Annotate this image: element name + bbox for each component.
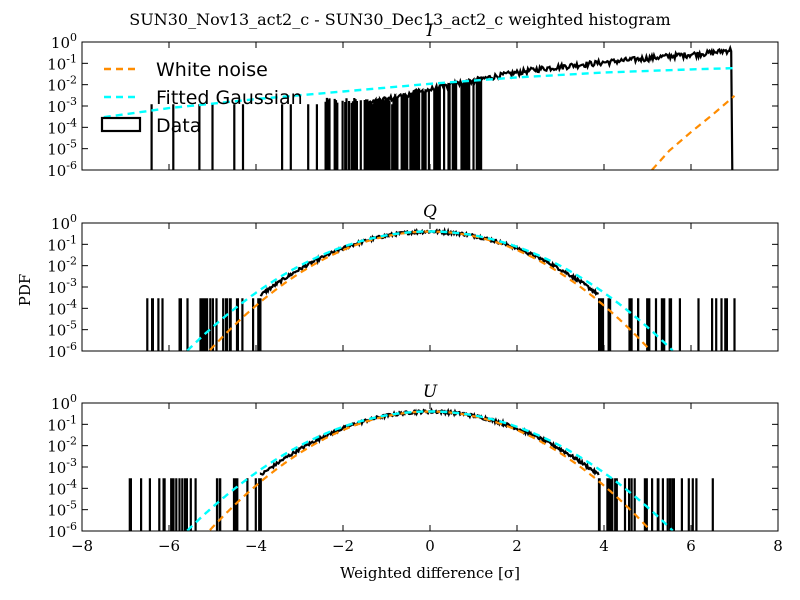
legend-label: Fitted Gaussian (156, 87, 303, 109)
legend-label: Data (156, 115, 201, 137)
y-tick-label: 10-3 (47, 456, 77, 477)
panel-u: U−8 −6 −4 −2 0 2 4 6 810010-110-210-310-410-510-… (47, 382, 783, 555)
y-tick-label: 10-6 (47, 340, 77, 361)
series-fitted-gaussian (186, 410, 674, 531)
x-tick-label: −8 (71, 537, 93, 555)
y-tick-label: 10-3 (47, 276, 77, 297)
series-fitted-gaussian (103, 66, 735, 119)
series-data (150, 44, 734, 170)
series-white-noise (209, 230, 651, 351)
series-data (128, 407, 714, 531)
y-tick-label: 100 (51, 392, 77, 413)
y-tick-label: 10-6 (47, 520, 77, 541)
y-tick-label: 10-6 (47, 159, 77, 180)
x-ticks: −8 −6 −4 −2 0 2 4 6 8 (71, 403, 783, 555)
y-tick-label: 10-4 (47, 116, 77, 137)
plot-area (146, 226, 736, 351)
y-tick-label: 10-5 (47, 138, 77, 159)
x-tick-label: −4 (245, 537, 267, 555)
x-tick-label: 4 (599, 537, 609, 555)
y-tick-label: 100 (51, 212, 77, 233)
y-tick-label: 10-4 (47, 297, 77, 318)
y-tick-label: 10-1 (47, 413, 77, 434)
panel-title: U (423, 382, 438, 402)
plot-area (103, 44, 736, 170)
y-tick-label: 10-2 (47, 255, 77, 276)
series-white-noise (209, 410, 651, 531)
panel-title: Q (423, 202, 437, 222)
y-tick-label: 10-2 (47, 74, 77, 95)
y-tick-label: 10-1 (47, 233, 77, 254)
panel-title: I (426, 21, 434, 41)
y-tick-label: 10-5 (47, 319, 77, 340)
legend-label: White noise (156, 59, 268, 81)
y-tick-label: 100 (51, 31, 77, 52)
x-ticks (81, 42, 779, 170)
y-tick-label: 10-4 (47, 477, 77, 498)
legend-swatch-data (100, 116, 142, 133)
y-tick-label: 10-2 (47, 435, 77, 456)
x-tick-label: 8 (773, 537, 783, 555)
y-tick-label: 10-3 (47, 95, 77, 116)
series-white-noise (651, 94, 736, 170)
x-tick-label: 2 (512, 537, 522, 555)
chart-title: SUN30_Nov13_act2_c - SUN30_Dec13_act2_c … (129, 10, 670, 29)
legend: White noise Fitted Gaussian Data (100, 59, 303, 137)
x-tick-label: 6 (686, 537, 696, 555)
y-tick-label: 10-5 (47, 499, 77, 520)
x-tick-label: −6 (158, 537, 180, 555)
series-data (146, 226, 736, 351)
x-axis-label: Weighted difference [σ] (340, 564, 520, 582)
plot-area (128, 407, 714, 531)
series-fitted-gaussian (186, 230, 674, 351)
x-ticks (81, 223, 779, 351)
y-axis-label: PDF (16, 274, 34, 307)
y-tick-label: 10-1 (47, 52, 77, 73)
x-tick-label: 0 (425, 537, 435, 555)
x-tick-label: −2 (332, 537, 354, 555)
